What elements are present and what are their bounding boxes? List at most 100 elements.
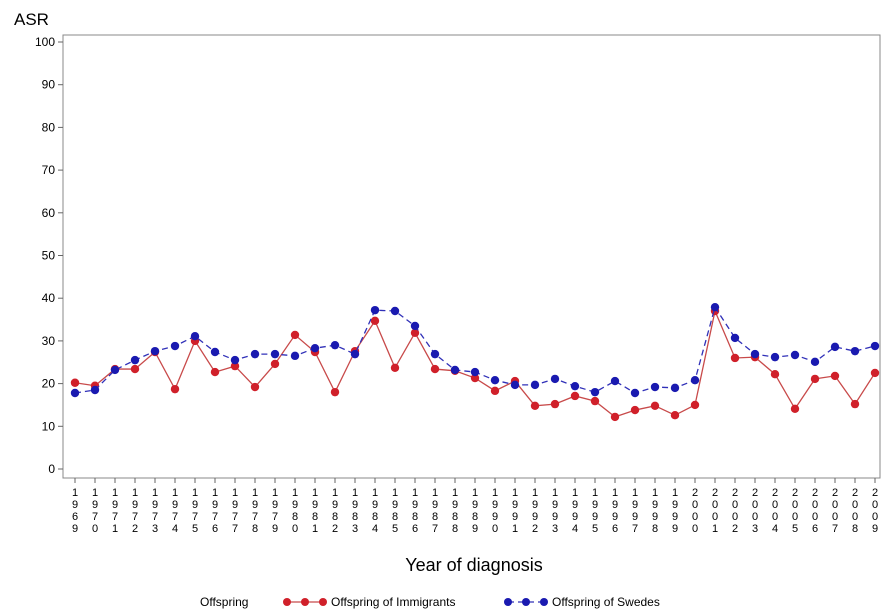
data-point <box>810 374 820 384</box>
data-point <box>590 387 600 397</box>
data-point <box>270 359 280 369</box>
data-point <box>690 400 700 410</box>
y-tick-label: 10 <box>42 419 56 433</box>
legend-marker <box>301 598 309 606</box>
legend-label: Offspring of Swedes <box>552 595 660 609</box>
data-point <box>670 410 680 420</box>
data-point <box>290 330 300 340</box>
data-point <box>830 342 840 352</box>
data-point <box>530 401 540 411</box>
legend-title: Offspring <box>200 595 248 609</box>
data-point <box>610 376 620 386</box>
y-tick-label: 80 <box>42 120 56 134</box>
data-point <box>670 383 680 393</box>
data-point <box>550 374 560 384</box>
data-point <box>250 349 260 359</box>
data-point <box>350 349 360 359</box>
data-point <box>570 381 580 391</box>
data-point <box>290 351 300 361</box>
data-point <box>870 368 880 378</box>
data-point <box>410 321 420 331</box>
data-point <box>770 352 780 362</box>
data-point <box>70 388 80 398</box>
data-point <box>110 365 120 375</box>
data-point <box>310 343 320 353</box>
legend-marker <box>522 598 530 606</box>
data-point <box>730 353 740 363</box>
data-point <box>650 401 660 411</box>
data-point <box>490 386 500 396</box>
legend-marker <box>540 598 548 606</box>
y-tick-label: 70 <box>42 163 56 177</box>
data-point <box>430 349 440 359</box>
data-point <box>370 316 380 326</box>
data-point <box>850 399 860 409</box>
data-point <box>330 340 340 350</box>
data-point <box>230 355 240 365</box>
x-axis-label: Year of diagnosis <box>405 555 542 575</box>
plot-frame <box>62 34 881 479</box>
data-point <box>390 306 400 316</box>
series-line <box>74 308 876 418</box>
data-point <box>810 357 820 367</box>
y-tick-label: 50 <box>42 249 56 263</box>
legend-marker <box>283 598 291 606</box>
y-tick-label: 90 <box>42 78 56 92</box>
y-tick-label: 30 <box>42 334 56 348</box>
data-point <box>210 367 220 377</box>
data-point <box>530 380 540 390</box>
legend-marker <box>319 598 327 606</box>
data-point <box>870 341 880 351</box>
data-point <box>710 302 720 312</box>
data-point <box>170 341 180 351</box>
data-point <box>190 332 200 341</box>
data-point <box>790 350 800 360</box>
data-point <box>130 355 140 365</box>
data-point <box>550 399 560 409</box>
legend-marker <box>504 598 512 606</box>
y-tick-label: 40 <box>42 291 56 305</box>
data-point <box>790 404 800 413</box>
data-point <box>590 396 600 406</box>
y-tick-label: 20 <box>42 377 56 391</box>
legend-label: Offspring of Immigrants <box>331 595 456 609</box>
y-tick-label: 0 <box>48 462 55 476</box>
data-point <box>130 364 140 374</box>
data-point <box>650 382 660 392</box>
data-point <box>410 328 420 337</box>
data-point <box>270 349 280 359</box>
data-point <box>250 382 260 392</box>
data-point <box>390 363 400 373</box>
